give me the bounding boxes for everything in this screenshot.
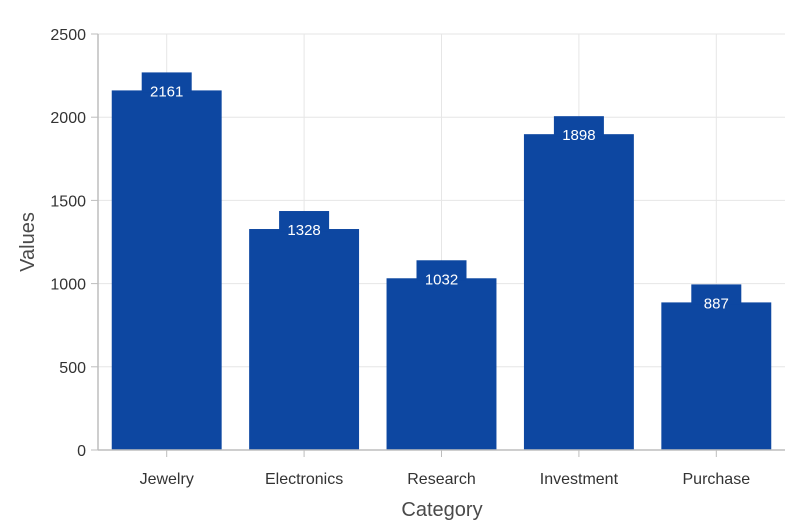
bar-electronics[interactable] (249, 229, 360, 450)
data-label-electronics: 1328 (287, 222, 320, 239)
data-label-purchase: 887 (704, 295, 729, 312)
y-tick-label: 2000 (50, 110, 86, 127)
bar-purchase[interactable] (661, 302, 772, 450)
y-tick-label: 500 (59, 360, 86, 377)
x-tick-label: Research (407, 471, 475, 488)
y-tick-label: 1500 (50, 193, 86, 210)
bar-research[interactable] (386, 278, 497, 450)
x-tick-label: Electronics (265, 471, 343, 488)
y-tick-label: 0 (77, 443, 86, 460)
data-labels: 2161 1328 1032 1898 887 (141, 72, 742, 312)
x-tick-label: Investment (540, 471, 619, 488)
x-tick-label: Jewelry (140, 471, 194, 488)
data-label-callout (691, 284, 742, 305)
data-label-research: 1032 (425, 271, 458, 288)
data-label-callout (279, 211, 330, 232)
data-label-callout (416, 260, 467, 281)
bar-investment[interactable] (523, 134, 634, 451)
data-label-callout (141, 72, 192, 93)
x-tick-label: Purchase (683, 471, 751, 488)
y-tick-label: 2500 (50, 27, 86, 44)
data-label-investment: 1898 (562, 127, 595, 144)
x-axis-tick-labels: Jewelry Electronics Research Investment Purc… (140, 471, 751, 488)
y-axis-tick-labels: 0 500 1000 1500 2000 2500 (50, 27, 86, 460)
axes (91, 33, 785, 457)
y-axis-title: Values (17, 212, 39, 272)
x-axis-title: Category (401, 499, 482, 521)
bar-jewelry[interactable] (111, 90, 222, 450)
data-label-jewelry: 2161 (150, 83, 183, 100)
data-label-callout (553, 116, 604, 137)
y-tick-label: 1000 (50, 277, 86, 294)
bar-series (111, 90, 772, 451)
